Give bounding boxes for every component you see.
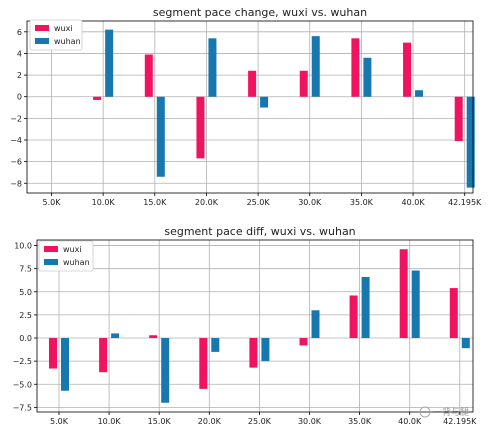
bar-wuhan-25.0K (261, 338, 270, 362)
chart-title: segment pace diff, wuxi vs. wuhan (164, 225, 355, 238)
plot-frame (26, 20, 474, 194)
legend-swatch-wuxi (44, 246, 58, 252)
y-tick-label: −6 (10, 158, 22, 167)
x-tick-label: 35.0K (350, 198, 374, 207)
bar-wuhan-35.0K (363, 57, 372, 97)
legend-swatch-wuhan (44, 259, 58, 265)
x-tick-label: 30.0K (298, 417, 322, 426)
legend-swatch-wuhan (35, 38, 49, 44)
bar-wuxi-5.0K (49, 338, 57, 369)
bar-wuxi-15.0K (144, 54, 153, 97)
y-tick-label: 0.0 (19, 334, 32, 343)
bar-wuxi-42.195K (449, 288, 458, 339)
bar-wuxi-10.0K (99, 338, 108, 373)
x-tick-label: 10.0K (98, 417, 122, 426)
bar-wuxi-10.0K (93, 96, 102, 100)
y-tick-label: 0 (17, 93, 22, 102)
bar-wuxi-35.0K (351, 38, 360, 97)
bar-wuhan-35.0K (361, 276, 370, 339)
y-tick-label: −2 (10, 114, 22, 123)
bar-wuhan-15.0K (156, 96, 165, 177)
x-tick-label: 5.0K (43, 198, 62, 207)
y-tick-label: 5.0 (19, 288, 32, 297)
x-tick-label: 25.0K (247, 198, 271, 207)
legend: wuxi wuhan (38, 240, 94, 272)
bar-wuxi-35.0K (349, 295, 358, 339)
legend-label-wuxi: wuxi (54, 24, 73, 33)
x-tick-label: 35.0K (348, 417, 372, 426)
y-tick-label: −7.5 (13, 403, 32, 412)
y-tick-label: 10.0 (14, 242, 32, 251)
x-tick-label: 20.0K (198, 417, 222, 426)
y-tick-label: 2.5 (19, 311, 32, 320)
x-tick-label: 40.0K (402, 198, 426, 207)
bar-wuhan-5.0K (61, 338, 69, 391)
bar-wuhan-42.195K (461, 338, 470, 349)
chart-pace-change: segment pace change, wuxi vs. wuhan 6420… (10, 6, 482, 207)
bar-wuhan-20.0K (208, 38, 217, 97)
x-tick-label: 5.0K (50, 417, 69, 426)
y-tick-label: −8 (10, 179, 22, 188)
bar-wuxi-25.0K (249, 338, 258, 368)
legend: wuxi wuhan (29, 19, 83, 51)
bar-wuhan-42.195K (466, 96, 475, 188)
y-tick-label: −4 (10, 136, 22, 145)
y-tick-label: −2.5 (13, 357, 32, 366)
chart-title: segment pace change, wuxi vs. wuhan (153, 6, 367, 19)
watermark-text: 一背与腿 (433, 406, 469, 418)
bar-wuhan-40.0K (415, 90, 424, 97)
bar-wuhan-10.0K (105, 29, 114, 97)
bar-wuxi-15.0K (149, 335, 158, 339)
y-tick-label: −5.0 (13, 380, 32, 389)
bar-wuhan-30.0K (311, 36, 320, 97)
bar-wuhan-15.0K (161, 338, 170, 403)
bar-wuxi-30.0K (299, 70, 308, 97)
x-tick-label: 25.0K (248, 417, 272, 426)
y-tick-label: 4 (17, 49, 22, 58)
chart-pace-diff: segment pace diff, wuxi vs. wuhan 10.0 7.… (13, 225, 478, 426)
bar-wuhan-25.0K (260, 96, 269, 108)
y-tick-label: 2 (17, 71, 22, 80)
legend-label-wuxi: wuxi (63, 245, 82, 254)
bar-wuhan-10.0K (111, 333, 120, 339)
bar-wuhan-20.0K (211, 338, 220, 352)
bar-wuxi-25.0K (248, 70, 257, 97)
x-tick-label: 30.0K (298, 198, 322, 207)
y-tick-label: 7.5 (19, 265, 32, 274)
bar-wuxi-40.0K (403, 42, 412, 97)
bar-wuxi-20.0K (196, 96, 205, 159)
x-tick-label: 42.195K (448, 198, 482, 207)
legend-label-wuhan: wuhan (63, 258, 90, 267)
bar-wuxi-30.0K (299, 338, 308, 346)
x-tick-label: 15.0K (148, 417, 172, 426)
plot-frame (36, 239, 474, 413)
bar-wuxi-42.195K (454, 96, 463, 142)
bar-wuxi-20.0K (199, 338, 208, 389)
watermark: 一背与腿 (419, 406, 469, 418)
legend-swatch-wuxi (35, 25, 49, 31)
bar-wuhan-40.0K (411, 270, 420, 339)
x-tick-label: 42.195K (443, 417, 477, 426)
x-tick-label: 40.0K (398, 417, 422, 426)
legend-label-wuhan: wuhan (54, 37, 81, 46)
x-tick-label: 15.0K (143, 198, 167, 207)
bar-wuhan-30.0K (311, 310, 320, 339)
x-tick-label: 20.0K (195, 198, 219, 207)
y-tick-label: 6 (17, 28, 22, 37)
watermark-icon (419, 406, 431, 418)
x-tick-label: 10.0K (92, 198, 116, 207)
bar-wuxi-40.0K (399, 249, 408, 339)
